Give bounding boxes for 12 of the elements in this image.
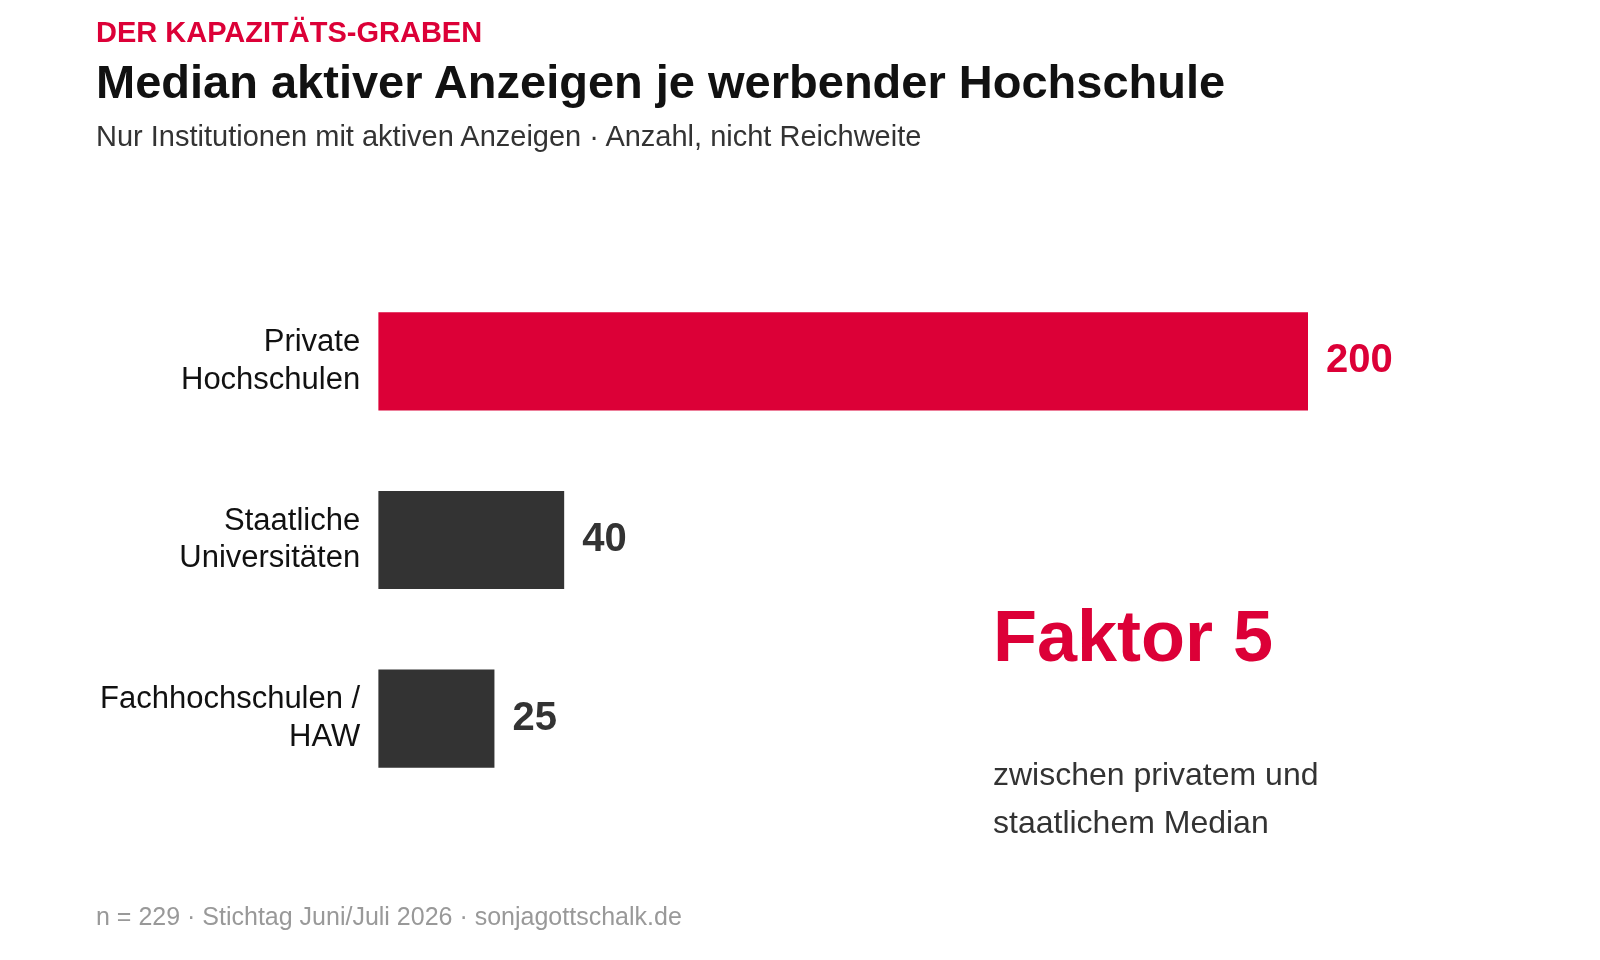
annotation: Faktor 5 — [993, 595, 1274, 677]
text: n = 229 · Stichtag Juni/Juli 2026 · sonjagottschalk.de — [96, 902, 682, 931]
chart-title: Median aktiver Anzeigen je werbender Hochschule — [96, 54, 1226, 109]
data-label: 40 — [582, 515, 627, 560]
chart-subtitle: Nur Institutionen mit aktiven Anzeigen · Anzahl, nicht Reichweite — [96, 120, 922, 153]
annotation: zwischen privatem und staatlichem Median — [993, 755, 1320, 842]
y-tick-label: Private Hochschulen — [181, 323, 361, 396]
data-label: 25 — [512, 693, 557, 738]
y-tick-label: Staatliche Universitäten — [179, 501, 361, 575]
text: DER KAPAZITÄTS-GRABEN — [96, 16, 483, 49]
data-label: 200 — [1326, 336, 1393, 381]
y-tick-label: Fachhochschulen / HAW — [100, 680, 361, 753]
